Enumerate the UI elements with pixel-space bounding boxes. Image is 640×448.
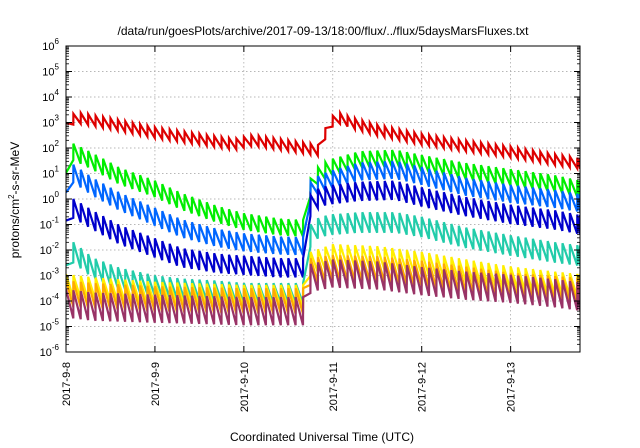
x-tick-label: 2017-9-11 [328,362,340,411]
series-line-2 [66,143,580,238]
y-tick-label: 10-1 [40,216,60,232]
y-axis-label-sup: 2 [7,194,16,199]
series-line-8 [66,259,580,326]
x-tick-label: 2017-9-9 [150,362,162,406]
y-tick-label: 10-3 [40,267,60,283]
series-layer [66,108,580,326]
chart-title: /data/run/goesPlots/archive/2017-09-13/1… [118,24,530,38]
x-tick-label: 2017-9-10 [239,362,251,412]
y-tick-label: 105 [42,63,59,79]
y-tick-label: 10-6 [40,343,60,359]
x-axis-label: Coordinated Universal Time (UTC) [230,430,414,444]
series-line-4 [66,180,580,278]
y-tick-label: 104 [42,88,59,104]
series-line-1 [66,108,580,173]
y-tick-label: 100 [42,190,59,206]
ticks: 10-6 10-5 10-4 10-3 10-2 10-1 100 101 102 103 104 1… [40,37,580,412]
x-tick-label: 2017-9-12 [417,362,429,412]
series-line-3 [66,160,580,256]
y-tick-label: 101 [42,165,59,181]
y-tick-label: 106 [42,37,59,53]
x-tick-label: 2017-9-8 [61,362,73,406]
y-axis-label-rest: -s-sr-MeV [8,142,22,195]
y-axis-label: protons/cm2-s-sr-MeV [7,142,22,258]
y-tick-label: 102 [42,139,59,155]
x-tick-label: 2017-9-13 [506,362,518,412]
y-axis-label-base: protons/cm [8,199,22,258]
y-tick-label: 10-4 [40,292,60,308]
y-tick-label: 10-5 [40,318,60,334]
y-tick-label: 10-2 [40,241,60,257]
y-tick-label: 103 [42,114,59,130]
